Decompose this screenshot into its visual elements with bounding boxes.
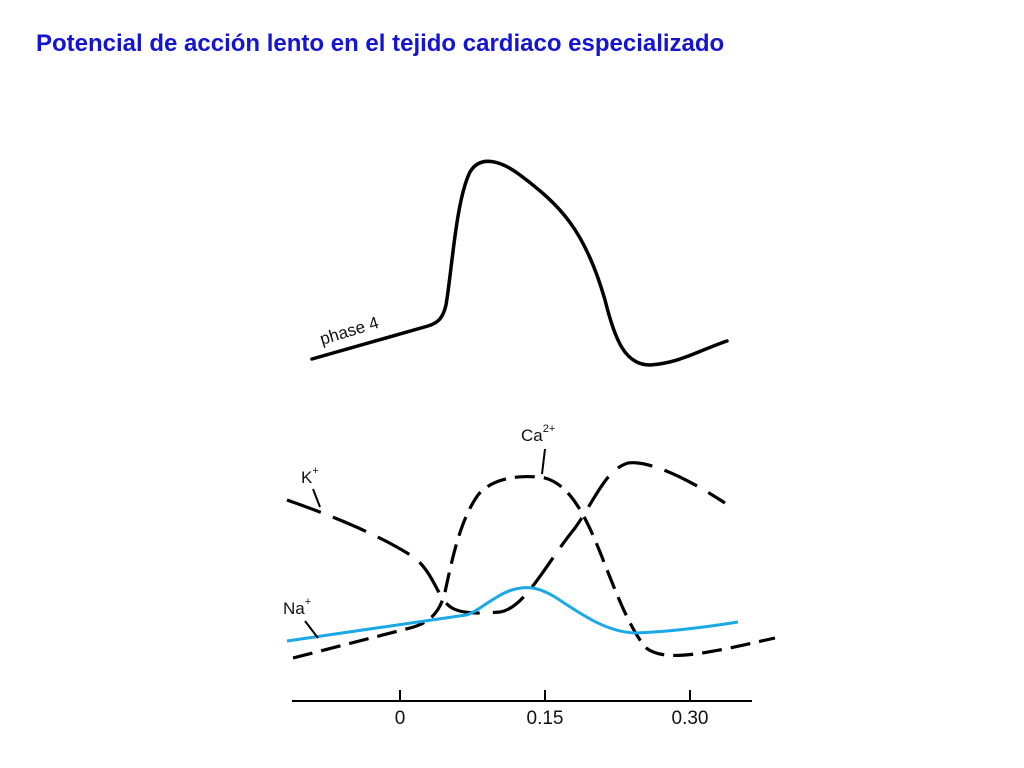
k-current-curve bbox=[286, 461, 726, 615]
na-label: Na+ bbox=[283, 596, 311, 618]
slide-title: Potencial de acción lento en el tejido c… bbox=[36, 30, 725, 57]
action-potential-curve bbox=[310, 159, 729, 367]
ca-label-leader bbox=[541, 448, 546, 475]
ca-current-curve bbox=[292, 474, 776, 660]
ca-label: Ca2+ bbox=[521, 423, 555, 445]
tick-label-0: 0 bbox=[395, 708, 406, 729]
tick-label-0-30: 0.30 bbox=[672, 708, 709, 729]
k-label-leader bbox=[312, 488, 321, 508]
na-current-curve bbox=[286, 586, 739, 643]
na-label-leader bbox=[304, 620, 319, 639]
k-label: K+ bbox=[301, 465, 319, 487]
tick-label-0-15: 0.15 bbox=[527, 708, 564, 729]
